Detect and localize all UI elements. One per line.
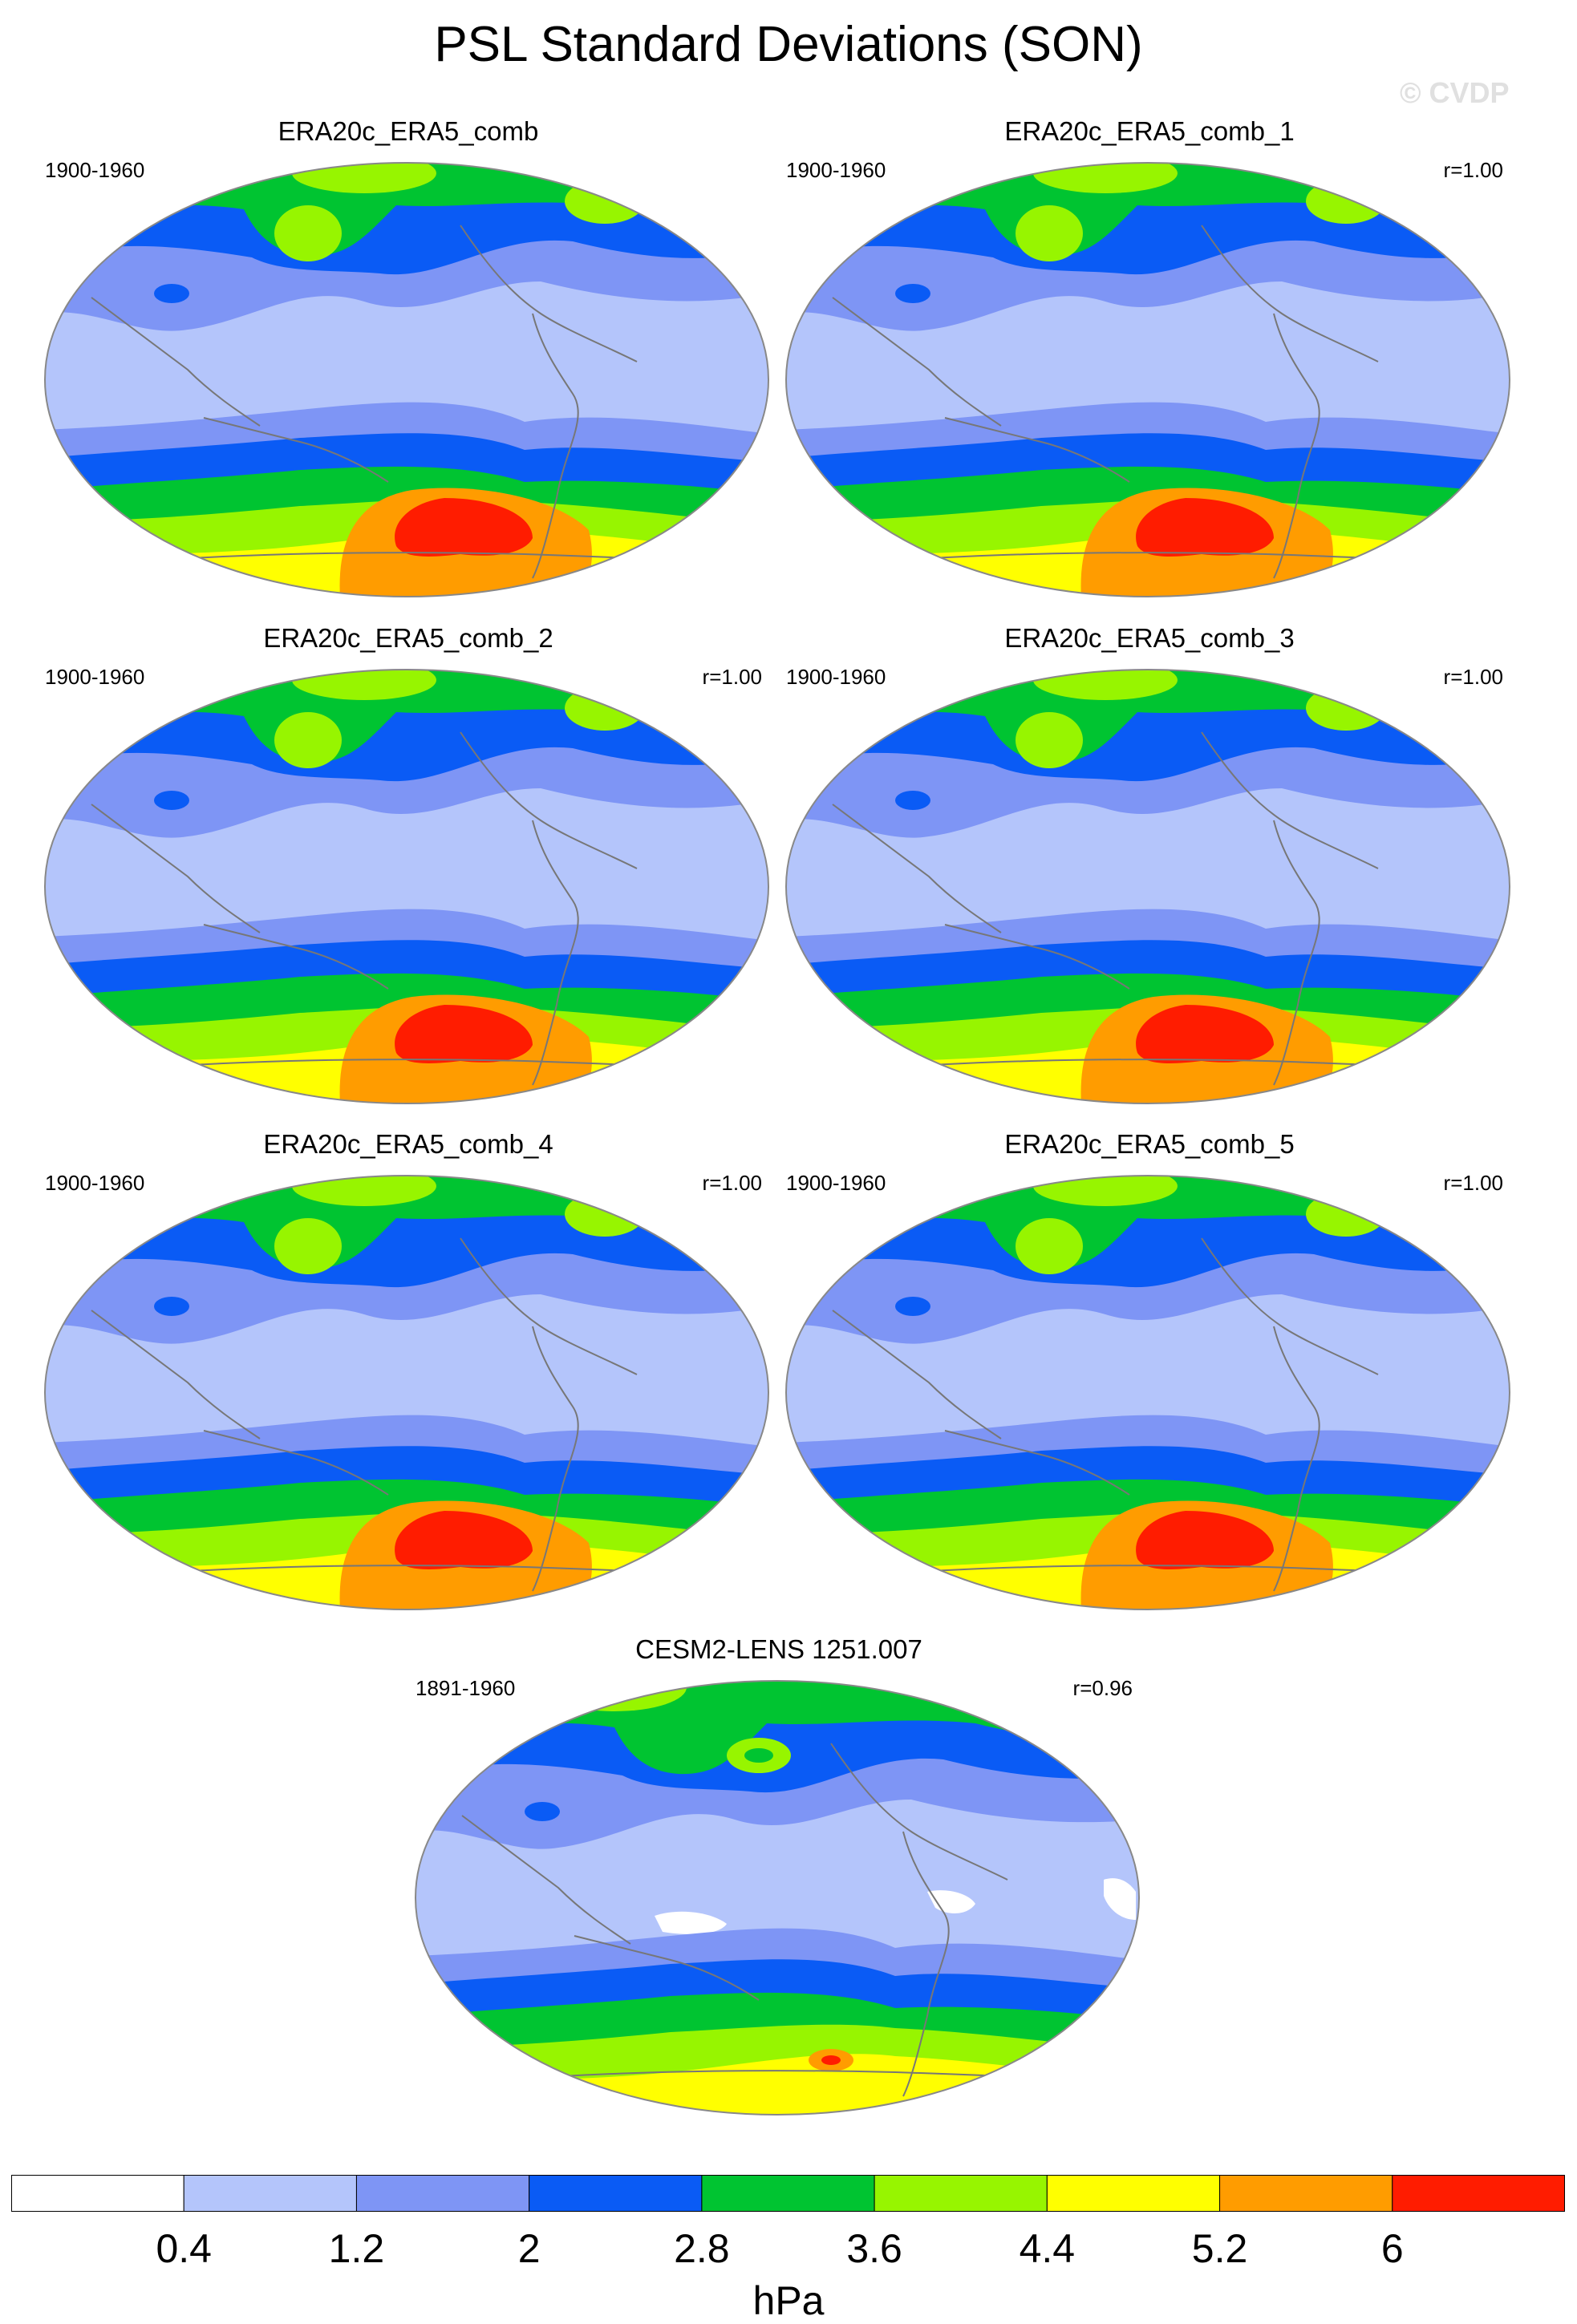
map-panel-7: CESM2-LENS 1251.007 1891-1960 r=0.96 (414, 1634, 1144, 2115)
map-panel-3: ERA20c_ERA5_comb_2 1900-1960 r=1.00 (43, 623, 773, 1104)
panel-period: 1900-1960 (45, 1171, 145, 1195)
panel-period: 1900-1960 (786, 1171, 886, 1195)
colorbar-tick-label: 6 (1380, 2226, 1404, 2271)
colorbar-tick-label: 2.8 (674, 2226, 730, 2271)
world-map (785, 669, 1510, 1104)
colorbar-segment (874, 2175, 1048, 2212)
colorbar-tick-label: 4.4 (1019, 2226, 1076, 2271)
panel-title: CESM2-LENS 1251.007 (635, 1634, 922, 1664)
colorbar-segment (1219, 2175, 1393, 2212)
world-map (44, 162, 769, 597)
world-map (44, 1175, 769, 1610)
panel-correlation: r=1.00 (702, 665, 762, 689)
panel-title: ERA20c_ERA5_comb_3 (1004, 623, 1295, 653)
colorbar-segment (1046, 2175, 1221, 2212)
colorbar-segment (1392, 2175, 1565, 2212)
colorbar-tick-label: 1.2 (328, 2226, 385, 2271)
cvdp-watermark: © CVDP (1400, 76, 1510, 109)
map-panel-5: ERA20c_ERA5_comb_4 1900-1960 r=1.00 (43, 1129, 773, 1610)
map-panel-2: ERA20c_ERA5_comb_1 1900-1960 r=1.00 (784, 116, 1514, 597)
panel-correlation: r=1.00 (1443, 1171, 1503, 1195)
panel-correlation: r=1.00 (1443, 665, 1503, 689)
panel-correlation: r=1.00 (702, 1171, 762, 1195)
colorbar (11, 2175, 1565, 2212)
colorbar-segment (355, 2175, 530, 2212)
panel-title: ERA20c_ERA5_comb_1 (1004, 116, 1295, 146)
panel-period: 1900-1960 (786, 158, 886, 182)
panel-title: ERA20c_ERA5_comb_2 (263, 623, 553, 653)
colorbar-tick-label: 5.2 (1191, 2226, 1248, 2271)
map-panel-4: ERA20c_ERA5_comb_3 1900-1960 r=1.00 (784, 623, 1514, 1104)
world-map (785, 1175, 1510, 1610)
panel-period: 1891-1960 (416, 1676, 516, 1700)
map-panel-6: ERA20c_ERA5_comb_5 1900-1960 r=1.00 (784, 1129, 1514, 1610)
colorbar-tick-label: 0.4 (156, 2226, 212, 2271)
colorbar-segment (11, 2175, 184, 2212)
map-panel-1: ERA20c_ERA5_comb 1900-1960 (43, 116, 773, 597)
colorbar-segment (701, 2175, 875, 2212)
panel-period: 1900-1960 (786, 665, 886, 689)
colorbar-segment (183, 2175, 357, 2212)
panel-correlation: r=0.96 (1072, 1676, 1133, 1700)
world-map (785, 162, 1510, 597)
colorbar-units: hPa (752, 2278, 825, 2323)
colorbar-tick-label: 3.6 (846, 2226, 902, 2271)
panel-period: 1900-1960 (45, 158, 145, 182)
world-map (415, 1680, 1140, 2115)
panel-period: 1900-1960 (45, 665, 145, 689)
panel-title: ERA20c_ERA5_comb_5 (1004, 1129, 1295, 1159)
colorbar-tick-label: 2 (517, 2226, 541, 2271)
panel-correlation: r=1.00 (1443, 158, 1503, 182)
world-map (44, 669, 769, 1104)
panel-title: ERA20c_ERA5_comb_4 (263, 1129, 553, 1159)
colorbar-segment (529, 2175, 703, 2212)
panel-title: ERA20c_ERA5_comb (278, 116, 539, 146)
figure-title: PSL Standard Deviations (SON) (434, 17, 1143, 72)
